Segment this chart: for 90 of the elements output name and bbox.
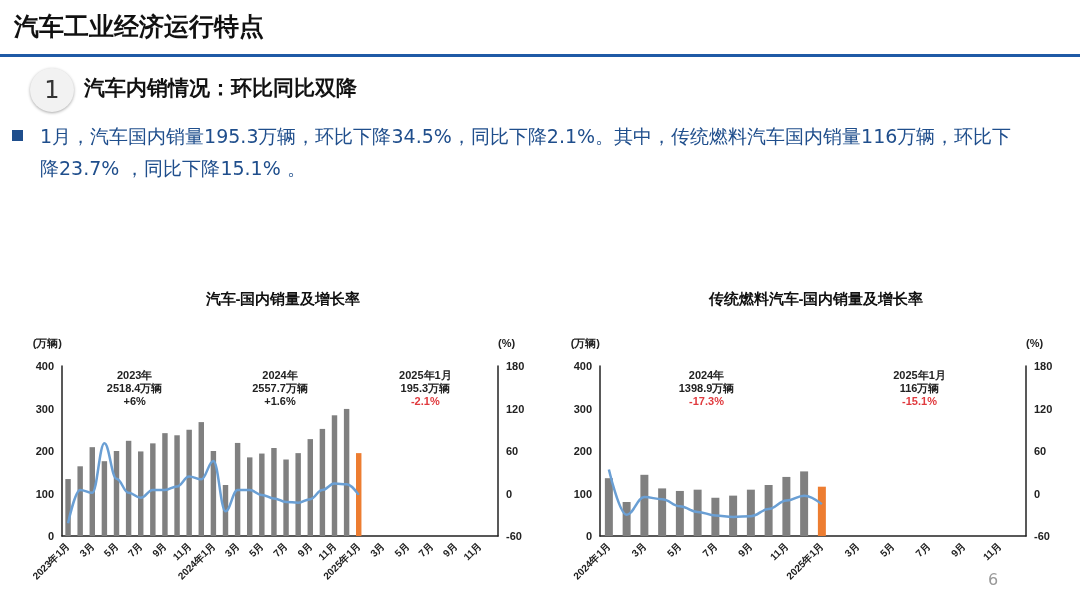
x-tick-label: 5月 [101,540,121,559]
x-tick-label: 7月 [416,540,436,559]
x-tick-label: 11月 [980,540,1004,563]
x-tick-label: 5月 [664,540,684,559]
bar [800,471,809,536]
y2-tick-label: -60 [506,530,522,542]
x-tick-label: 3月 [368,540,387,559]
x-tick-label: 5月 [877,540,897,559]
text: 汽车工业经济运行特点 [14,11,264,43]
bar [198,422,204,536]
y-tick-label: 100 [35,487,54,500]
y2-tick-label: 120 [506,402,525,415]
y-tick-label: 400 [573,360,592,372]
y2-axis-title: (%) [498,336,516,349]
bar [622,502,631,536]
x-tick-label: 7月 [913,540,933,559]
bar [658,488,667,536]
bar [331,415,338,536]
x-tick-label: 3月 [629,540,649,559]
bar [259,453,265,536]
bar [162,433,168,536]
x-tick-label: 11月 [767,540,791,563]
chart-title: 传统燃料汽车-国内销量及增长率 [707,290,924,307]
x-tick-label: 3月 [842,540,862,559]
y2-tick-label: 180 [506,360,525,372]
chart-title: 汽车-国内销量及增长率 [204,290,361,307]
bar [640,474,649,536]
annotation: 2025年1月 195.3万辆 -2.1% [399,368,452,407]
y2-tick-label: 180 [1034,360,1053,372]
bar [675,490,684,536]
y2-tick-label: 60 [506,445,519,457]
text: 汽车内销情况：环比同比双降 [84,75,357,102]
x-tick-label: 11月 [461,540,484,563]
line-series [607,468,824,519]
y-axis-title: (万辆) [32,336,63,349]
y-tick-label: 200 [35,445,54,457]
x-tick-label: 9月 [295,540,315,559]
x-tick-label: 3月 [77,540,97,559]
bar [764,485,773,536]
bar [77,466,83,536]
x-tick-label: 7月 [271,540,290,559]
bar [729,495,738,536]
y2-tick-label: 60 [1034,445,1047,457]
x-tick-label: 5月 [246,540,266,559]
bar [283,459,289,536]
x-tick-label: 5月 [392,540,412,559]
annotation: 2024年 2557.7万辆 +1.6% [252,368,308,407]
y-axis-title: (万辆) [570,336,601,349]
x-tick-label: 7月 [700,540,720,559]
bar [295,453,301,536]
bar [174,435,180,536]
y-tick-label: 100 [573,487,592,500]
y-tick-label: 0 [47,530,54,542]
bar [693,489,702,536]
y2-tick-label: 0 [1034,487,1041,500]
y-tick-label: 400 [35,360,54,372]
y-tick-label: 200 [573,445,592,457]
text: 6 [988,570,999,589]
bar [65,479,71,536]
y-tick-label: 300 [35,402,54,415]
bar [711,497,720,536]
bar [604,478,613,536]
bar [343,408,350,536]
x-tick-label: 9月 [150,540,169,559]
y-tick-label: 300 [573,402,592,415]
y2-tick-label: 120 [1034,402,1053,415]
y2-tick-label: -60 [1034,530,1050,542]
text: 1月，汽车国内销量195.3万辆，环比下降34.5%，同比下降2.1%。其中，传统燃料汽车国内销量116万辆，环比下降23.7% ，同比下降15.1% 。 [40,124,1013,181]
y-tick-label: 0 [585,530,592,542]
x-tick-label: 7月 [125,540,145,559]
annotation: 2023年 2518.4万辆 +6% [106,368,163,407]
y2-axis-title: (%) [1026,336,1044,349]
y2-tick-label: 0 [506,487,513,500]
x-tick-label: 9月 [948,540,968,559]
bar [247,457,253,536]
bar [782,476,791,536]
bar [817,486,826,536]
text: 1 [30,68,74,112]
bar [150,443,156,536]
bar [356,453,362,536]
bar [101,461,108,536]
annotation: 2025年1月 116万辆 -15.1% [893,368,946,407]
bar [271,448,277,536]
line-series [66,441,360,525]
x-tick-label: 9月 [735,540,755,559]
x-tick-label: 3月 [222,540,242,559]
bar [186,429,192,536]
bar [746,489,755,536]
x-tick-label: 9月 [440,540,460,559]
annotation: 2024年 1398.9万辆 -17.3% [678,368,735,407]
